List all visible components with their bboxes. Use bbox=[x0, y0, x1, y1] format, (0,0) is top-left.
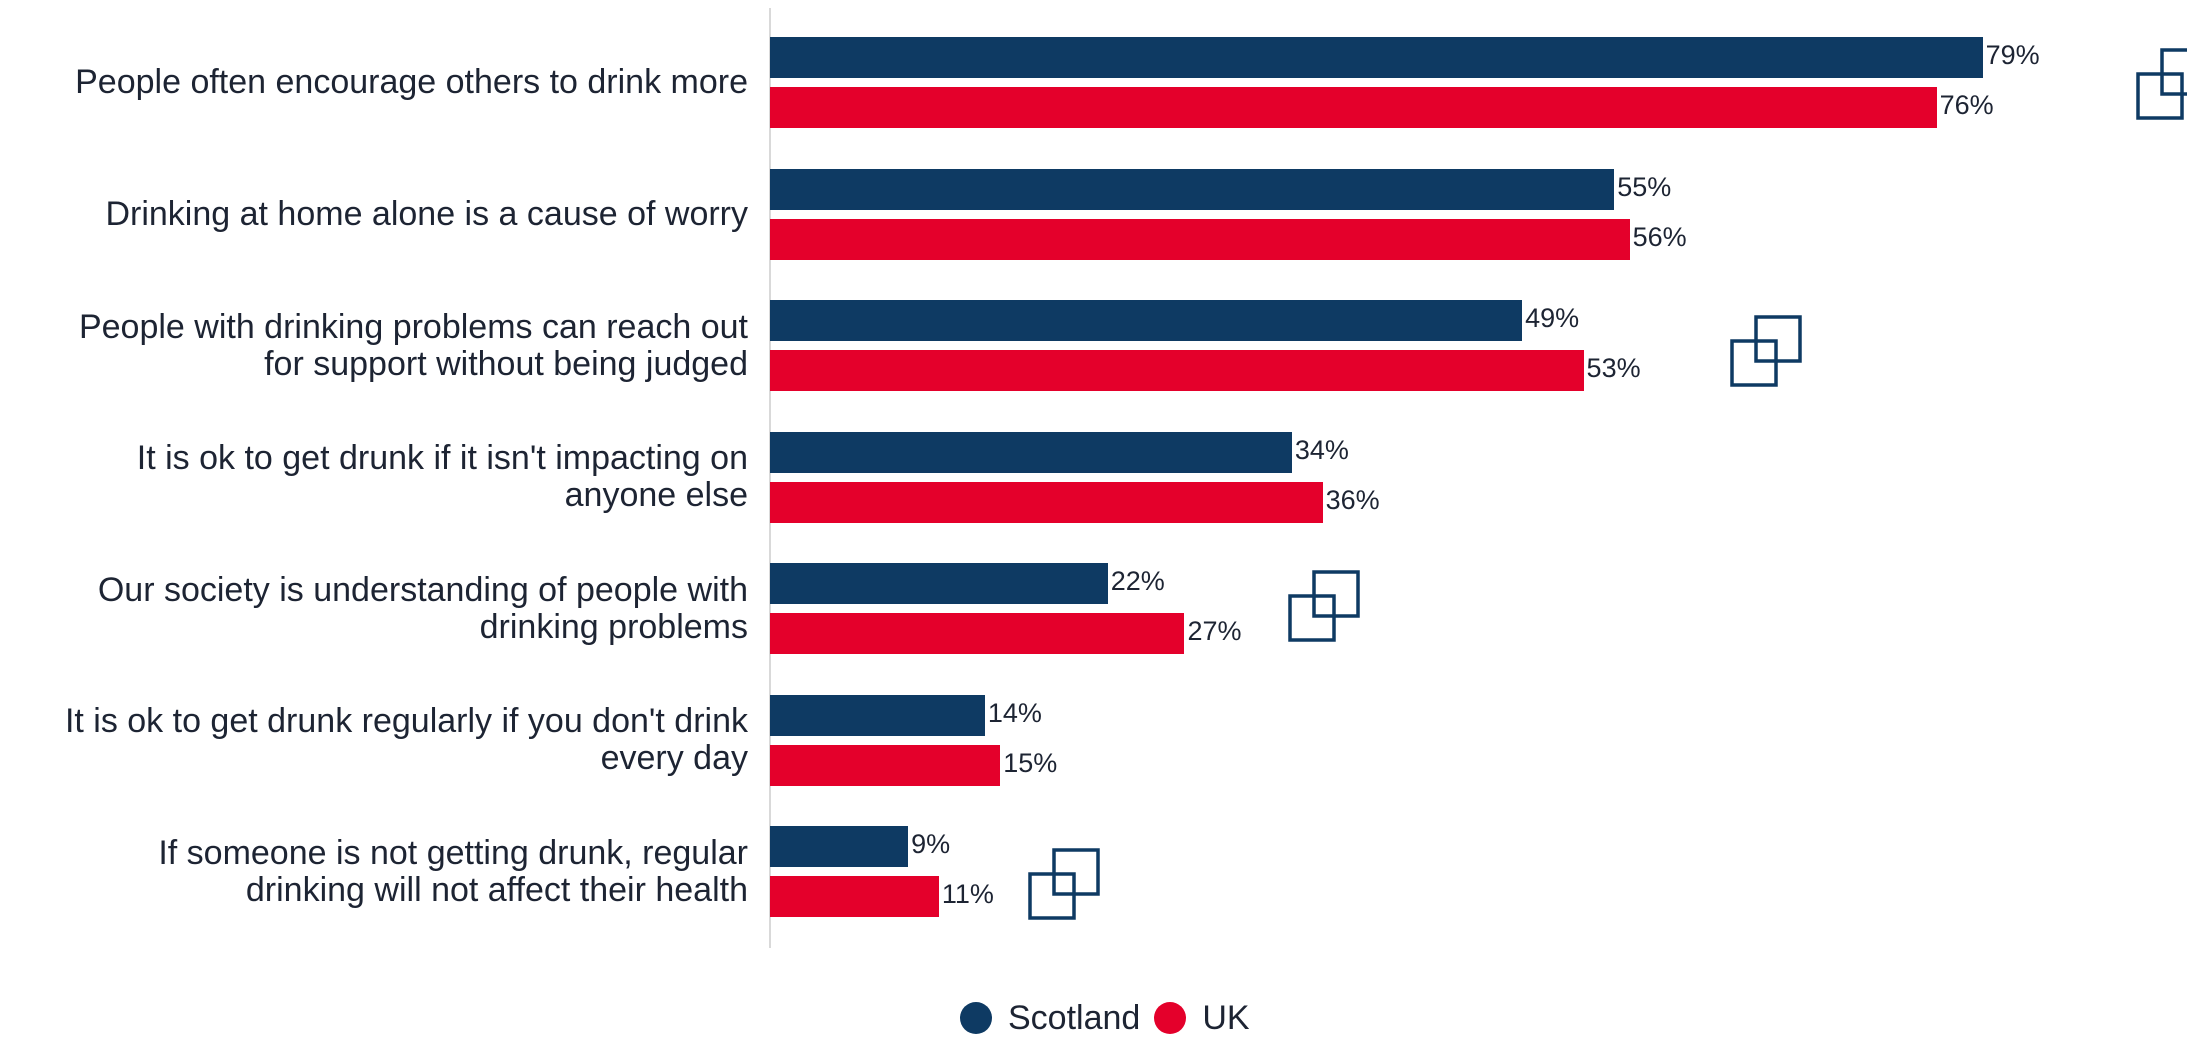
legend-swatch-uk bbox=[1154, 1002, 1187, 1034]
bar-scotland bbox=[770, 694, 985, 736]
bar-scotland bbox=[770, 826, 909, 867]
category-label: Drinking at home alone is a cause of wor… bbox=[105, 194, 748, 233]
data-label: 34% bbox=[1294, 434, 1349, 465]
bar-scotland bbox=[770, 300, 1523, 341]
data-label: 49% bbox=[1525, 303, 1580, 333]
bar-uk bbox=[770, 876, 939, 917]
category-label: Our society is understanding of people w… bbox=[97, 570, 748, 646]
bar-uk bbox=[770, 613, 1185, 654]
data-label: 79% bbox=[1985, 40, 2040, 70]
data-label: 36% bbox=[1325, 484, 1380, 515]
bar-uk bbox=[770, 87, 1937, 128]
data-label: 9% bbox=[911, 829, 951, 859]
bar-uk bbox=[770, 218, 1630, 260]
category-label: If someone is not getting drunk, regular… bbox=[158, 833, 748, 909]
legend-label-scotland: Scotland bbox=[1008, 998, 1141, 1037]
data-label: 27% bbox=[1187, 616, 1242, 646]
data-label: 76% bbox=[1939, 90, 1994, 120]
legend: Scotland UK bbox=[960, 998, 1264, 1038]
category-label: It is ok to get drunk regularly if you d… bbox=[64, 702, 748, 777]
overlapping-squares-icon bbox=[2136, 48, 2187, 120]
bar-scotland bbox=[770, 168, 1615, 210]
category-label: People often encourage others to drink m… bbox=[75, 63, 748, 101]
legend-label-uk: UK bbox=[1202, 998, 1250, 1037]
bar-uk bbox=[770, 350, 1584, 391]
overlapping-squares-icon bbox=[1288, 570, 1360, 642]
bar-uk bbox=[770, 481, 1323, 523]
legend-item-scotland: Scotland bbox=[960, 999, 1140, 1038]
data-label: 55% bbox=[1617, 171, 1672, 202]
overlapping-squares-icon bbox=[1028, 848, 1100, 920]
overlapping-squares-icon bbox=[1730, 315, 1802, 387]
legend-swatch-scotland bbox=[960, 1002, 992, 1034]
y-axis-line bbox=[769, 8, 771, 948]
category-label: People with drinking problems can reach … bbox=[78, 307, 748, 383]
bar-scotland bbox=[770, 431, 1292, 473]
bar-scotland bbox=[770, 563, 1108, 604]
data-label: 15% bbox=[1003, 747, 1058, 778]
category-label: It is ok to get drunk if it isn't impact… bbox=[136, 439, 748, 514]
data-label: 22% bbox=[1110, 566, 1165, 596]
data-label: 53% bbox=[1586, 353, 1641, 383]
data-label: 14% bbox=[987, 697, 1042, 728]
data-label: 11% bbox=[941, 879, 994, 909]
bar-uk bbox=[770, 744, 1001, 786]
bar-scotland bbox=[770, 37, 1983, 78]
legend-item-uk: UK bbox=[1154, 998, 1250, 1038]
data-label: 56% bbox=[1632, 221, 1687, 252]
